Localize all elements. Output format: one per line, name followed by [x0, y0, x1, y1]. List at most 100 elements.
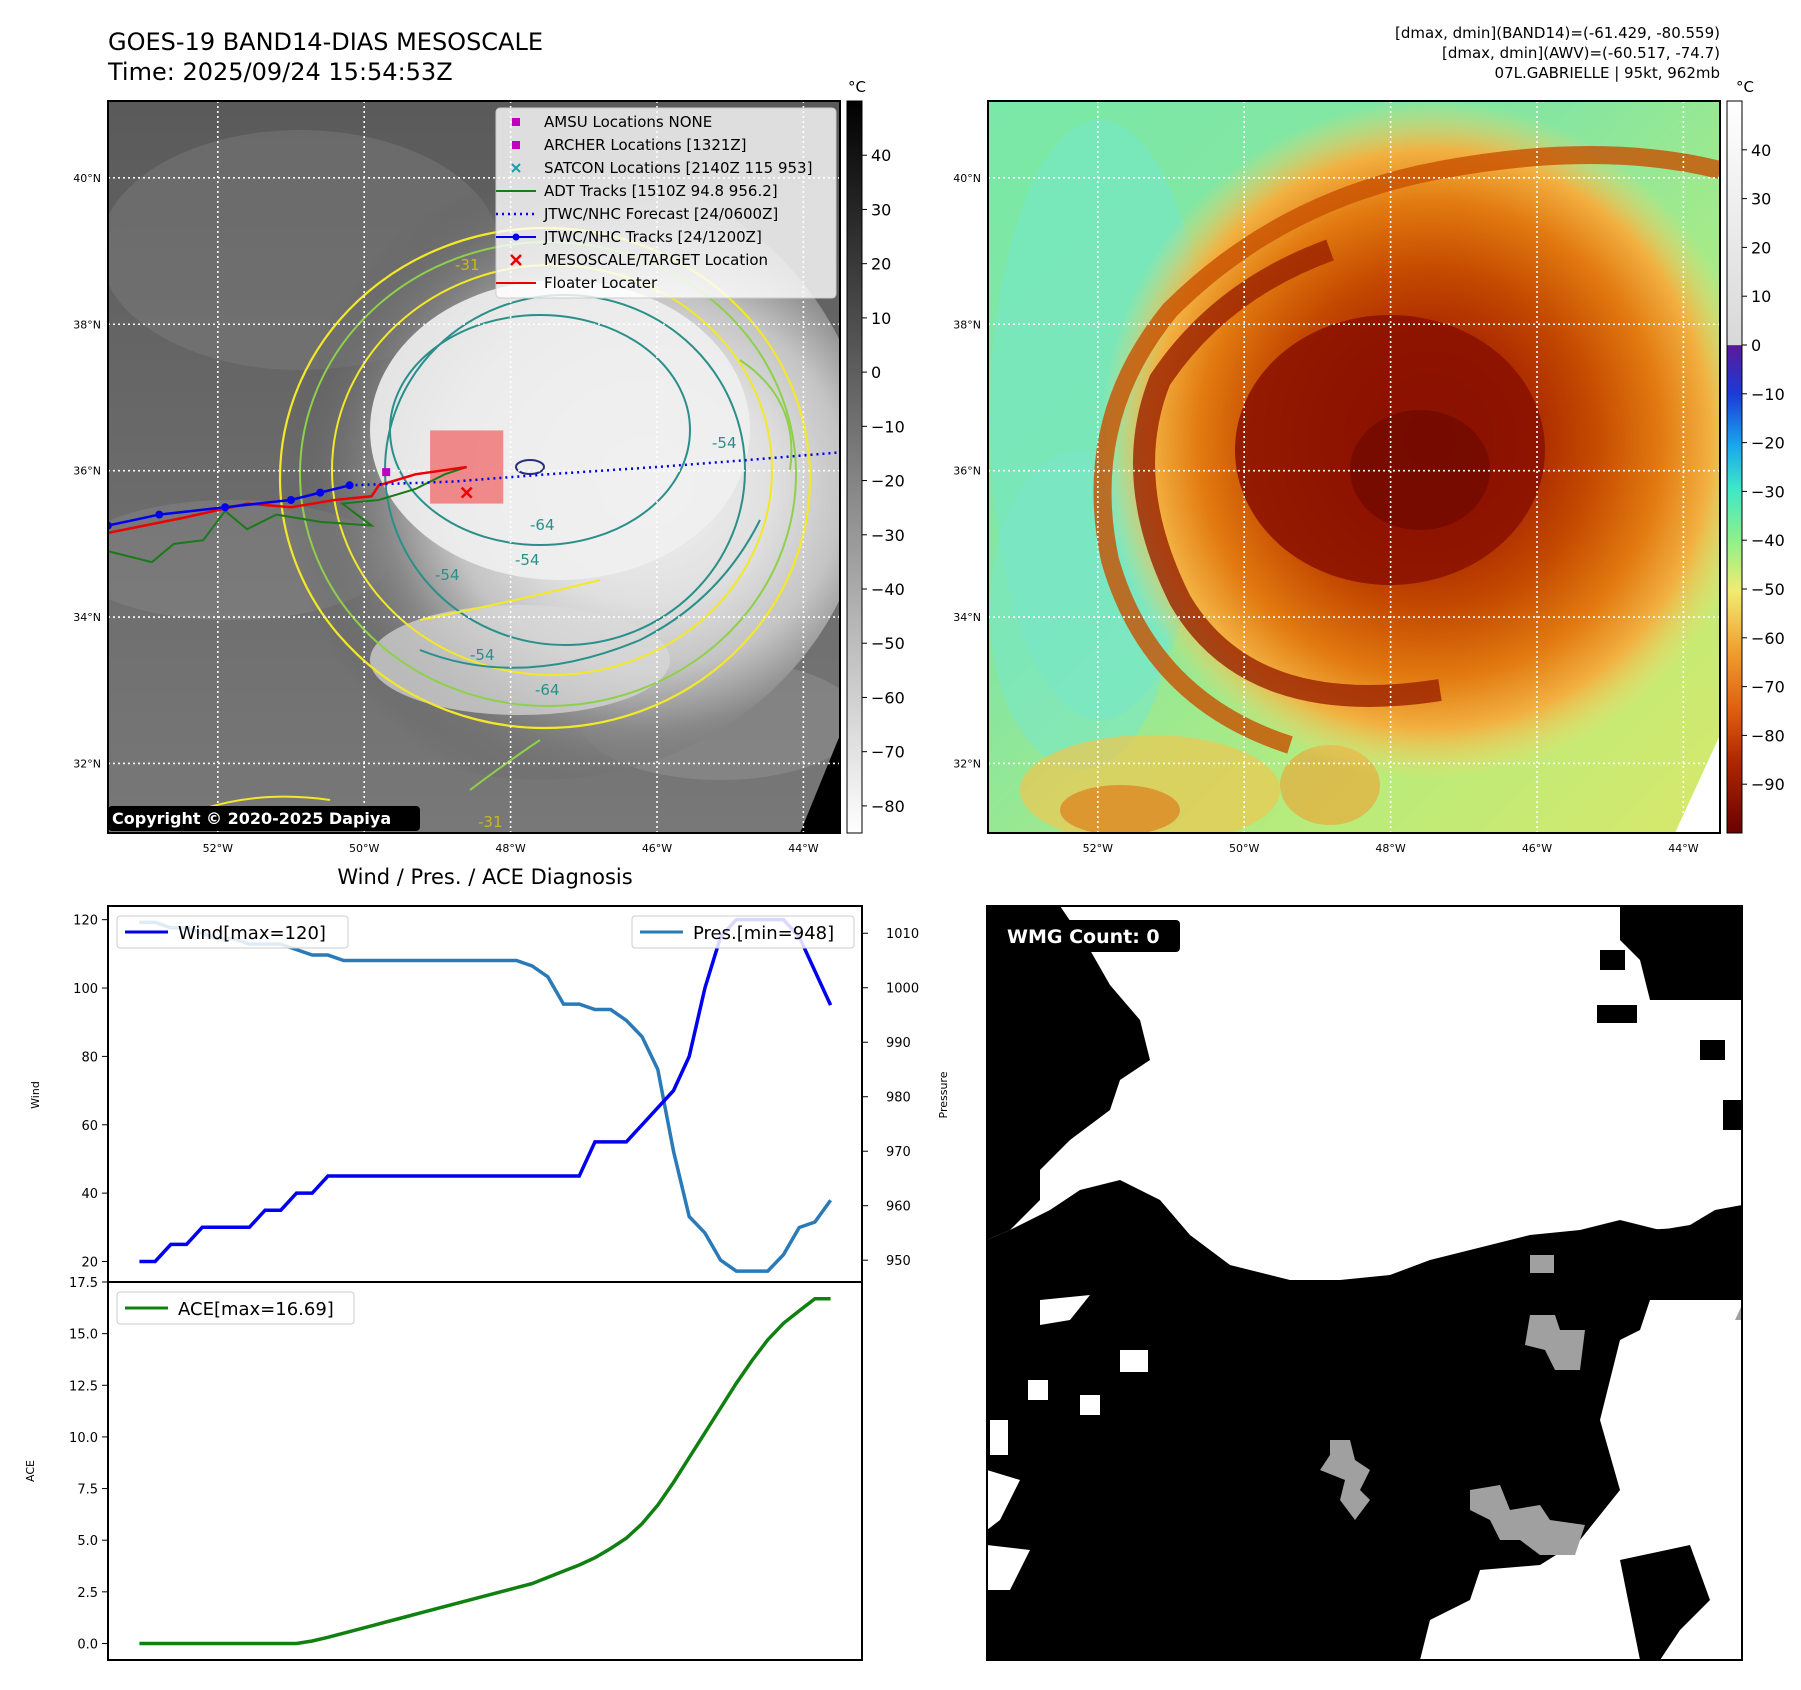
ir-gridlines	[108, 101, 840, 833]
ir-nodata-corner	[800, 735, 840, 833]
colorbar-tick-label: −40	[1751, 531, 1785, 550]
info-line2: [dmax, dmin](AWV)=(-60.517, -74.7)	[1442, 44, 1720, 62]
colorbar-tick-label: −50	[1751, 580, 1785, 599]
lat-label: 32°N	[73, 757, 101, 770]
legend-marker-x	[511, 163, 521, 173]
ace-axis-ticks: 17.5 15.0 12.5 10.0 7.5 5.0 2.5 0.0	[69, 1276, 108, 1652]
colorbar-tick-label: −30	[871, 526, 905, 545]
lat-label: 40°N	[953, 172, 981, 185]
legend-entry: AMSU Locations NONE	[512, 113, 712, 131]
wind-tick-label: 60	[81, 1119, 98, 1134]
ir-tracks	[108, 430, 840, 564]
ir-colorbar-unit: °C	[848, 78, 866, 96]
wind-tick-label: 80	[81, 1050, 98, 1065]
wmg-panel: WMG Count: 0	[986, 905, 1743, 1661]
mesoscale-target-marker	[460, 486, 473, 499]
legend-entry: JTWC/NHC Tracks [24/1200Z]	[496, 228, 762, 246]
colorbar-tick-label: 30	[871, 200, 891, 219]
wmg-gray-patch	[1525, 1315, 1585, 1370]
copyright-text: Copyright © 2020-2025 Dapiya	[112, 809, 391, 828]
jtwc-forecast-track	[349, 451, 840, 487]
info-line1: [dmax, dmin](BAND14)=(-61.429, -80.559)	[1395, 24, 1720, 42]
contour-label: -31	[455, 256, 480, 274]
colorbar-tick-label: −60	[871, 688, 905, 707]
colorbar-tick-label: 30	[1751, 190, 1771, 209]
legend-entry: Floater Locater	[496, 274, 658, 292]
wind-legend-box	[116, 915, 349, 949]
ace-series	[139, 1296, 831, 1646]
legend-label: JTWC/NHC Tracks [24/1200Z]	[543, 228, 762, 246]
colorbar-tick-label: 40	[1751, 141, 1771, 160]
legend-label: SATCON Locations [2140Z 115 953]	[544, 159, 812, 177]
colorbar-tick-label: −80	[871, 797, 905, 816]
ir-colorbar	[846, 100, 863, 834]
legend-entry: ARCHER Locations [1321Z]	[512, 136, 747, 154]
colorbar-tick-label: −70	[1751, 678, 1785, 697]
wv-colorbar-ticks: 40 30 20 10 0 −10 −20 −30 −40 −50 −60 −70 −80 −90	[1742, 141, 1785, 794]
legend-label: AMSU Locations NONE	[544, 113, 712, 131]
colorbar-tick-label: −60	[1751, 629, 1785, 648]
pres-tick-label: 950	[886, 1254, 911, 1269]
wmg-gray-patch	[1470, 1485, 1585, 1555]
lat-label: 32°N	[953, 757, 981, 770]
floater-track	[108, 465, 467, 535]
legend-label: ARCHER Locations [1321Z]	[544, 136, 747, 154]
ace-tick-label: 5.0	[77, 1534, 98, 1549]
ace-tick-label: 0.0	[77, 1637, 98, 1652]
colorbar-tick-label: 10	[871, 309, 891, 328]
legend-marker-x	[510, 254, 522, 266]
contour-label: -54	[712, 434, 737, 452]
wind-ylabel: Wind	[29, 1081, 42, 1109]
colorbar-tick-label: 0	[871, 363, 881, 382]
lon-label: 48°W	[1375, 842, 1405, 855]
ir-legend: AMSU Locations NONE ARCHER Locations [132…	[495, 107, 837, 299]
ace-tick-label: 15.0	[69, 1328, 98, 1343]
panel-title-line1: GOES-19 BAND14-DIAS MESOSCALE	[108, 28, 543, 56]
contour-label: -31	[478, 813, 503, 831]
legend-label: JTWC/NHC Forecast [24/0600Z]	[543, 205, 778, 223]
lat-label: 38°N	[73, 318, 101, 331]
lat-label: 34°N	[73, 611, 101, 624]
ace-tick-label: 2.5	[77, 1586, 98, 1601]
wmg-label-box	[996, 920, 1180, 952]
wv-spiral-band-outer	[1093, 146, 1720, 754]
wv-gridlines	[988, 101, 1720, 833]
contour-green-spiral	[419, 579, 601, 621]
contour-label: -64	[535, 681, 560, 699]
colorbar-tick-label: −30	[1751, 482, 1785, 501]
contour-teal-spiral	[419, 519, 761, 669]
contour-teal-inner	[389, 314, 691, 546]
lon-label: 46°W	[1522, 842, 1552, 855]
contour-label: -54	[470, 646, 495, 664]
colorbar-tick-label: 20	[1751, 238, 1771, 257]
colorbar-tick-label: −40	[871, 580, 905, 599]
ace-line	[139, 1296, 831, 1646]
pres-tick-label: 1000	[886, 982, 919, 997]
wmg-black-region-right	[1620, 906, 1742, 1000]
lon-label: 52°W	[1083, 842, 1113, 855]
pres-tick-label: 960	[886, 1200, 911, 1215]
lon-label: 44°W	[1668, 842, 1698, 855]
wmg-frame	[986, 905, 1743, 1661]
wind-tick-label: 100	[73, 982, 98, 997]
ir-map-panel: -31 -54 -64 -54 -54 -64 -54 -31 40°N 38°N…	[73, 78, 905, 855]
wind-line	[139, 917, 833, 1264]
info-line3: 07L.GABRIELLE | 95kt, 962mb	[1495, 64, 1720, 82]
lon-label: 50°W	[1229, 842, 1259, 855]
wind-axis-ticks: 120 100 80 60 40 20	[73, 914, 108, 1270]
colorbar-tick-label: 40	[871, 146, 891, 165]
colorbar-tick-label: −50	[871, 634, 905, 653]
ace-legend-box	[116, 1291, 355, 1325]
wv-axis-labels: 40°N 38°N 36°N 34°N 32°N 52°W 50°W 48°W 46°W 44°W	[953, 172, 1698, 855]
legend-entry: MESOSCALE/TARGET Location	[510, 251, 768, 269]
wind-tick-label: 20	[81, 1255, 98, 1270]
contour-label: -64	[530, 516, 555, 534]
lon-label: 50°W	[349, 842, 379, 855]
lat-label: 36°N	[953, 465, 981, 478]
legend-entry: SATCON Locations [2140Z 115 953]	[511, 159, 812, 177]
colorbar-tick-label: −10	[871, 417, 905, 436]
pres-tick-label: 1010	[886, 927, 919, 942]
pres-legend-box	[631, 915, 855, 949]
lon-label: 44°W	[788, 842, 818, 855]
